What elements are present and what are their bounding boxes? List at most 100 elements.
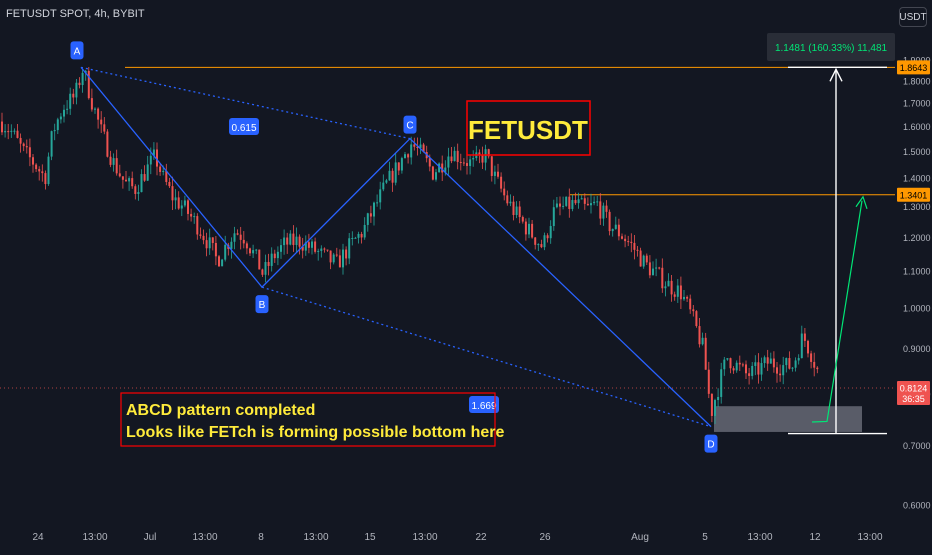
candle-body <box>689 298 692 310</box>
candle <box>59 113 62 124</box>
x-tick-label: 22 <box>475 532 487 543</box>
candle <box>596 195 599 207</box>
candle-body <box>221 259 224 267</box>
candle <box>121 176 124 189</box>
candle <box>249 247 251 256</box>
candle-body <box>10 130 13 132</box>
candle-body <box>763 357 766 364</box>
candle-body <box>413 144 416 147</box>
projection-path <box>811 195 868 423</box>
candle-body <box>301 246 304 251</box>
pattern-point-c: C <box>403 115 417 134</box>
candle <box>276 246 279 266</box>
candle-body <box>617 224 620 237</box>
price-tag-top-text: 1.8643 <box>900 63 928 73</box>
candle <box>574 192 577 205</box>
ratio-label-text: 1.669 <box>471 401 496 412</box>
currency-button[interactable]: USDT <box>899 7 927 27</box>
candle-body <box>363 224 366 238</box>
candle-body <box>416 146 419 148</box>
candle-body <box>456 150 459 162</box>
candle-body <box>741 364 744 366</box>
candle-body <box>369 213 372 217</box>
candle-body <box>376 202 379 204</box>
candle-body <box>382 182 385 190</box>
candle <box>633 234 636 260</box>
candle-body <box>177 197 180 209</box>
candle-body <box>515 206 518 216</box>
candle <box>611 228 614 237</box>
candle-body <box>28 147 31 158</box>
candle-body <box>692 309 695 312</box>
candle <box>382 174 385 192</box>
candle <box>35 163 38 172</box>
candle <box>252 244 255 258</box>
candle-body <box>183 200 186 206</box>
candle-body <box>338 255 341 268</box>
candle <box>509 194 512 207</box>
candle-body <box>807 340 809 354</box>
price-tag-top-bg <box>897 60 930 75</box>
candle <box>84 69 87 81</box>
candle <box>729 357 732 374</box>
price-tag-mid-bg <box>897 187 930 202</box>
candle <box>478 149 481 164</box>
candle-body <box>249 248 251 254</box>
candle <box>686 295 689 302</box>
candle <box>568 188 571 218</box>
candle <box>782 356 785 385</box>
candle-body <box>298 236 301 247</box>
candle <box>487 148 490 159</box>
candle-body <box>605 205 608 212</box>
candle <box>456 143 459 170</box>
candle-body <box>152 149 155 156</box>
candle <box>580 195 583 200</box>
candle <box>813 352 816 377</box>
candle <box>32 154 34 173</box>
price-tag-mid-text: 1.3401 <box>900 190 928 200</box>
candle <box>419 137 422 154</box>
candle <box>90 88 93 112</box>
pattern-point-b: B <box>255 295 269 314</box>
candle <box>413 137 416 151</box>
candle <box>103 117 106 135</box>
candle-body <box>4 131 7 133</box>
candle <box>41 164 44 182</box>
candle-body <box>13 130 16 132</box>
candle-body <box>25 146 28 148</box>
candle-body <box>803 333 806 341</box>
candle <box>19 133 22 153</box>
symbol-header: FETUSDT SPOT, 4h, BYBIT <box>6 8 145 20</box>
annotation-line-1: ABCD pattern completed <box>126 402 315 419</box>
candle <box>642 254 645 269</box>
candle-body <box>78 82 81 86</box>
candle <box>143 165 146 182</box>
candle-body <box>797 358 800 361</box>
candle-body <box>611 228 614 232</box>
candle <box>373 201 375 226</box>
candle-body <box>335 254 338 256</box>
candle <box>326 249 329 252</box>
candle-body <box>760 363 763 375</box>
pattern-point-d: D <box>704 434 718 453</box>
y-tick-label: 1.6000 <box>903 122 931 132</box>
candle <box>555 196 558 209</box>
candle <box>689 294 692 314</box>
candle <box>469 154 472 175</box>
candle <box>242 231 245 249</box>
candle <box>366 212 369 232</box>
candle-body <box>788 358 791 369</box>
candle <box>695 310 698 328</box>
candle <box>760 357 763 381</box>
candle <box>106 129 109 158</box>
x-tick-label: Aug <box>631 532 649 543</box>
plot-area <box>0 66 895 432</box>
candle-body <box>407 154 410 158</box>
candle-body <box>134 186 137 194</box>
ratio-label-text: 0.615 <box>231 123 256 134</box>
candle <box>69 87 72 115</box>
candle-body <box>757 362 760 375</box>
y-tick-label: 1.4000 <box>903 173 931 183</box>
